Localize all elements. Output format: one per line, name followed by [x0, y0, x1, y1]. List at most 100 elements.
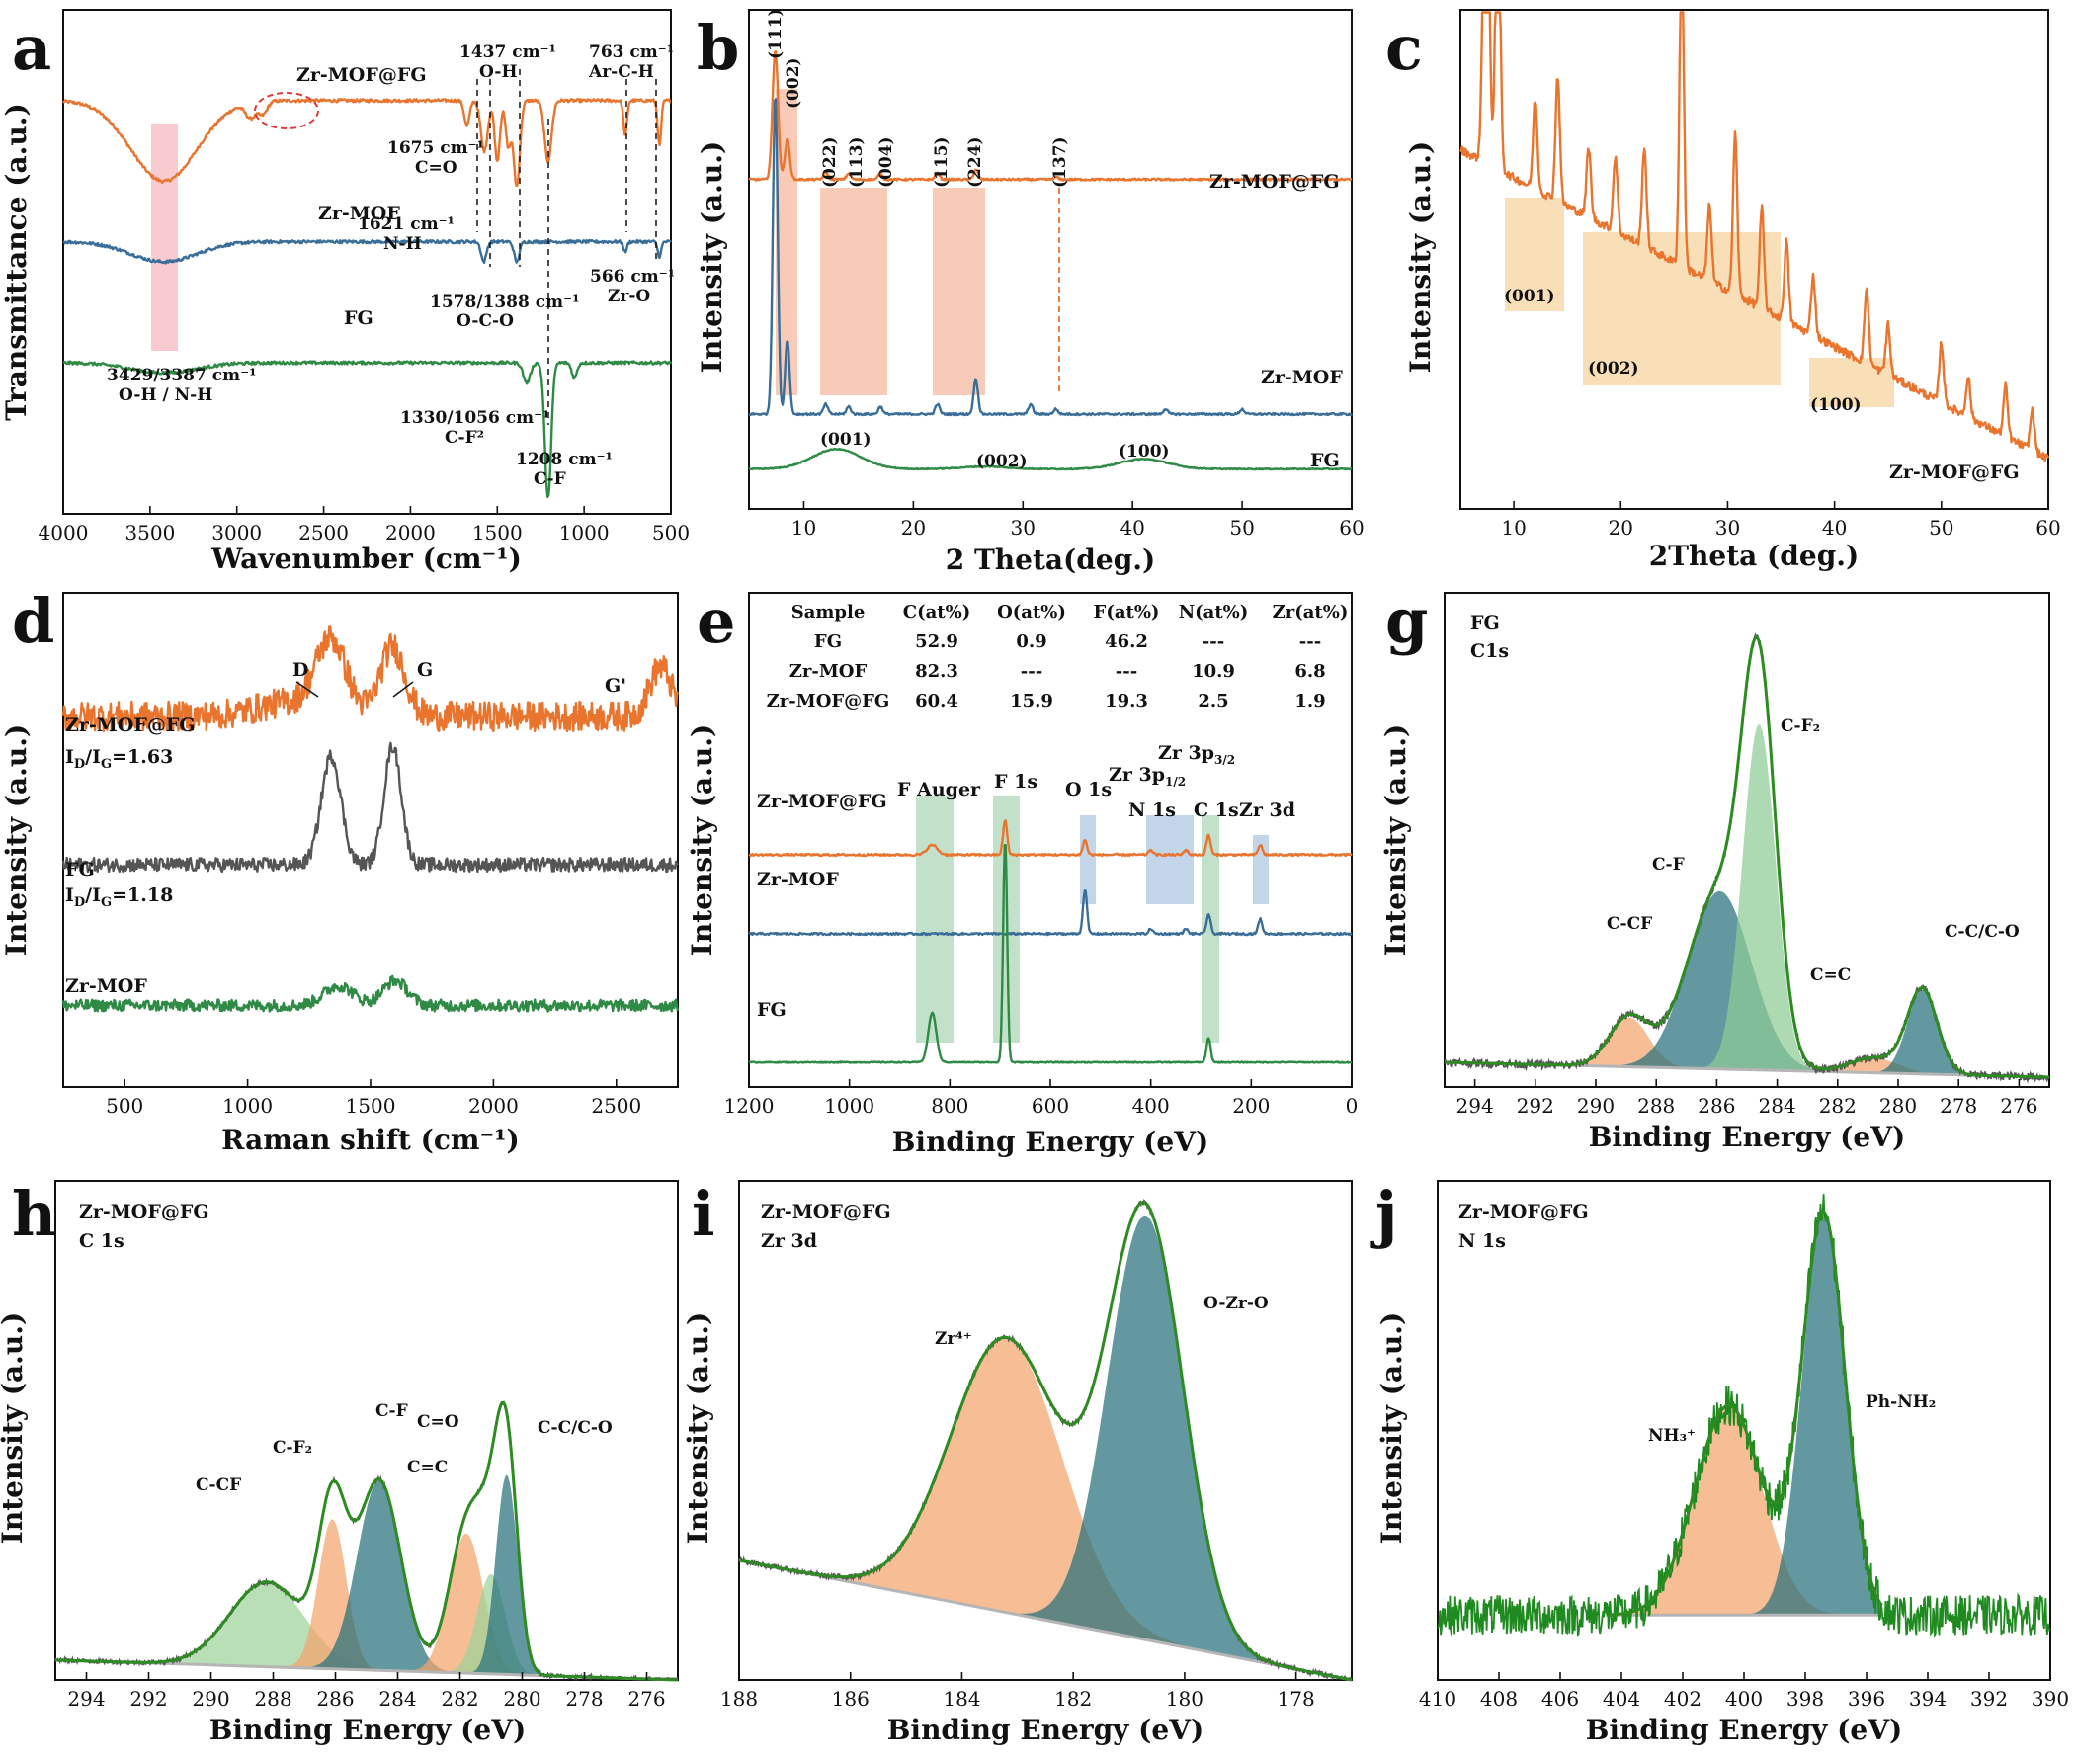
table-cell: FG: [814, 631, 842, 652]
x-tick-label: 200: [1232, 1094, 1270, 1118]
series-label-b-zr-mof: Zr-MOF: [1261, 367, 1343, 388]
x-tick-label: 278: [1940, 1094, 1977, 1118]
title-j-2: N 1s: [1458, 1230, 1506, 1252]
ylabel-h: Intensity (a.u.): [0, 1312, 29, 1544]
x-tick-label: 282: [1819, 1094, 1857, 1118]
x-tick-label: 1000: [559, 521, 610, 545]
comp-label-g-ccf: C-CF: [1607, 914, 1652, 934]
x-tick-label: 188: [720, 1687, 758, 1711]
table-cell: ---: [1203, 631, 1224, 652]
annot-1621: 1621 cm⁻¹: [358, 214, 455, 234]
annot-ohnh: O-H / N-H: [119, 385, 212, 405]
table-header-n: N(at%): [1179, 602, 1249, 623]
xlabel-e: Binding Energy (eV): [892, 1126, 1208, 1158]
x-tick-label: 20: [901, 516, 926, 540]
annot-oco: O-C-O: [456, 311, 514, 331]
comp-label-i-zr4: Zr⁴⁺: [935, 1329, 972, 1349]
series-label-c: Zr-MOF@FG: [1889, 462, 2020, 483]
peak-e-zr3p12: Zr 3p1/2: [1109, 764, 1186, 789]
panel-g-plot: [1444, 632, 2050, 1084]
series-line-zr-mof-fg: [62, 98, 672, 188]
series-label-e-zr-mof: Zr-MOF: [757, 869, 839, 890]
x-tick-label: 40: [1120, 516, 1144, 540]
fit-envelope-line: [1606, 1210, 1883, 1617]
panel-a-frame: [62, 9, 672, 515]
panel-letter-a: a: [12, 12, 51, 84]
phase-b-002: (002): [976, 452, 1028, 471]
annot-oh: O-H: [479, 62, 518, 82]
table-cell: ---: [1116, 661, 1137, 682]
table-cell: Zr-MOF: [789, 661, 868, 682]
x-tick-label: 276: [627, 1687, 665, 1711]
comp-label-h-cf2: C-F₂: [273, 1438, 312, 1458]
band-c-002: [1583, 232, 1781, 385]
panel-c-series: [1458, 11, 2050, 462]
label-d-zr-mof-fg: Zr-MOF@FG: [65, 714, 196, 736]
x-tick-label: 288: [254, 1687, 291, 1711]
x-tick-label: 40: [1822, 516, 1847, 540]
peak-e-fauger: F Auger: [897, 779, 981, 800]
peak-113: (113): [847, 136, 867, 188]
panel-letter-c: c: [1385, 12, 1423, 84]
arrow-g-band: [392, 681, 414, 698]
x-tick-label: 3500: [124, 521, 175, 545]
ylabel-j: Intensity (a.u.): [1375, 1312, 1408, 1544]
table-cell: 10.9: [1192, 661, 1235, 682]
title-h-2: C 1s: [79, 1230, 124, 1252]
panel-e-bands: [916, 796, 1269, 1043]
panel-c-bands: [1505, 198, 1894, 407]
peak-e-o1s: O 1s: [1065, 779, 1112, 800]
table-cell: 2.5: [1198, 691, 1228, 712]
comp-label-h-cf: C-F: [375, 1401, 408, 1421]
series-label-b-zr-mof-fg: Zr-MOF@FG: [1209, 171, 1340, 193]
panel-h-frame: [54, 1180, 679, 1681]
component-peak: [55, 1474, 678, 1680]
series-label-zr-mof: Zr-MOF: [318, 203, 400, 224]
x-tick-label: 396: [1848, 1687, 1885, 1711]
x-tick-label: 4000: [39, 521, 89, 545]
series-line-fg: [748, 447, 1353, 471]
x-tick-label: 286: [316, 1687, 354, 1711]
peak-002: (002): [784, 57, 803, 109]
x-tick-label: 408: [1480, 1687, 1518, 1711]
x-tick-label: 3000: [211, 521, 262, 545]
table-cell: 19.3: [1105, 691, 1148, 712]
xlabel-j: Binding Energy (eV): [1586, 1714, 1902, 1746]
x-tick-label: 288: [1637, 1094, 1675, 1118]
panel-letter-j: j: [1370, 1178, 1397, 1250]
panel-d-xticks: 500 1000 1500 2000 2500: [106, 1079, 641, 1118]
label-d-ratio2: ID/IG=1.18: [65, 884, 173, 910]
table-header-o: O(at%): [997, 602, 1066, 623]
background-line: [738, 1558, 1353, 1682]
component-peak: [1445, 1017, 2049, 1077]
x-tick-label: 182: [1054, 1687, 1092, 1711]
x-tick-label: 290: [192, 1687, 229, 1711]
panel-c-xticks: 10 20 30 40 50 60: [1501, 501, 2061, 540]
panel-a-bands: [151, 124, 178, 351]
panel-h: h 294 292 290 288 286 284 282 280 278 276 Zr-MOF@…: [0, 1178, 679, 1746]
peak-e-n1s: N 1s: [1128, 799, 1176, 821]
annot-763: 763 cm⁻¹: [589, 42, 674, 62]
annot-1578: 1578/1388 cm⁻¹: [430, 293, 580, 312]
xlabel-b: 2 Theta(deg.): [946, 544, 1156, 576]
series-line-zr-mof: [748, 889, 1353, 937]
panel-letter-b: b: [697, 12, 739, 84]
panel-g: g 294 292 290 288 286 284 282 280 278 276 FG C1s …: [1379, 585, 2050, 1153]
table-header-sample: Sample: [791, 602, 866, 623]
series-label-fg: FG: [344, 307, 374, 329]
x-tick-label: 1200: [724, 1094, 775, 1118]
component-peak: [55, 1581, 678, 1680]
x-tick-label: 400: [1725, 1687, 1763, 1711]
ch-stretch-circle: [254, 92, 319, 129]
x-tick-label: 10: [791, 516, 816, 540]
xlabel-c: 2Theta (deg.): [1649, 540, 1860, 572]
table-header-c: C(at%): [903, 602, 970, 623]
label-d-d-band: D: [292, 659, 308, 681]
table-cell: 46.2: [1105, 631, 1148, 652]
panel-letter-h: h: [12, 1178, 56, 1250]
table-cell: 82.3: [915, 661, 958, 682]
x-tick-label: 1000: [824, 1094, 874, 1118]
annot-1330: 1330/1056 cm⁻¹: [400, 408, 550, 428]
x-tick-label: 800: [931, 1094, 968, 1118]
